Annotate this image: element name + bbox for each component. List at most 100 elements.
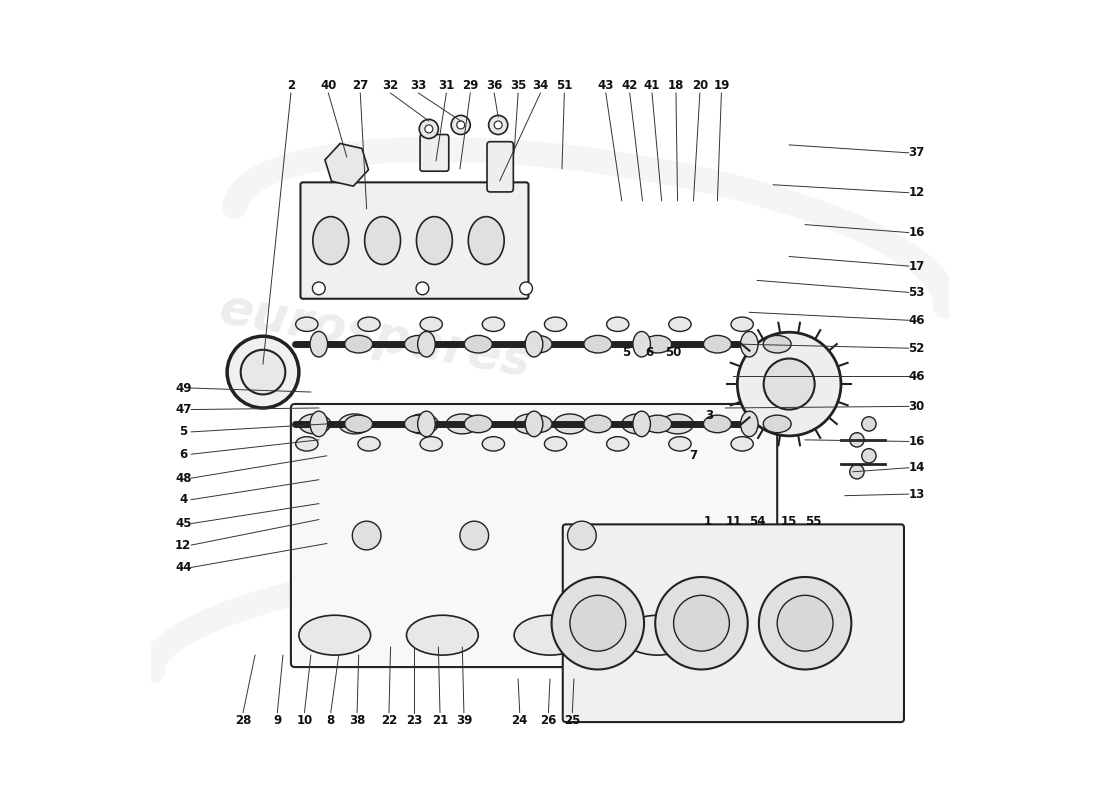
Circle shape [850, 433, 865, 447]
Ellipse shape [606, 317, 629, 331]
Ellipse shape [358, 317, 381, 331]
Text: 54: 54 [749, 514, 766, 528]
Text: 8: 8 [327, 714, 334, 727]
Ellipse shape [514, 615, 586, 655]
Circle shape [425, 125, 432, 133]
Ellipse shape [554, 414, 586, 434]
Ellipse shape [418, 331, 436, 357]
Text: 30: 30 [909, 400, 925, 413]
Ellipse shape [669, 437, 691, 451]
Text: 18: 18 [668, 78, 684, 91]
Ellipse shape [732, 317, 754, 331]
Circle shape [850, 465, 865, 479]
Circle shape [419, 119, 439, 138]
Text: 27: 27 [352, 78, 368, 91]
FancyBboxPatch shape [290, 404, 778, 667]
Ellipse shape [606, 437, 629, 451]
Text: 46: 46 [909, 370, 925, 382]
Ellipse shape [344, 415, 373, 433]
Ellipse shape [310, 331, 328, 357]
Circle shape [494, 121, 503, 129]
Text: 26: 26 [540, 714, 557, 727]
Text: 55: 55 [805, 514, 822, 528]
Text: 6: 6 [646, 346, 653, 358]
Text: 39: 39 [455, 714, 472, 727]
Ellipse shape [669, 317, 691, 331]
Text: 50: 50 [666, 346, 682, 358]
Text: 3: 3 [705, 410, 714, 422]
Text: 31: 31 [438, 78, 454, 91]
Text: 37: 37 [909, 146, 925, 159]
Text: 24: 24 [512, 714, 528, 727]
Text: 6: 6 [179, 448, 187, 461]
Text: eurospares: eurospares [214, 285, 535, 387]
Ellipse shape [310, 411, 328, 437]
Ellipse shape [740, 331, 758, 357]
Ellipse shape [526, 331, 542, 357]
Ellipse shape [524, 335, 552, 353]
Text: 12: 12 [175, 538, 191, 551]
Text: 51: 51 [557, 78, 572, 91]
Text: 35: 35 [510, 78, 526, 91]
Circle shape [778, 595, 833, 651]
Ellipse shape [524, 415, 552, 433]
Ellipse shape [644, 415, 672, 433]
Text: 44: 44 [175, 561, 191, 574]
Ellipse shape [544, 437, 566, 451]
Text: 11: 11 [725, 514, 741, 528]
Text: 38: 38 [349, 714, 365, 727]
Ellipse shape [420, 437, 442, 451]
Ellipse shape [358, 437, 381, 451]
Ellipse shape [482, 437, 505, 451]
Text: 16: 16 [909, 226, 925, 239]
Text: 43: 43 [597, 78, 614, 91]
Ellipse shape [482, 317, 505, 331]
Ellipse shape [405, 335, 432, 353]
Text: 5: 5 [621, 346, 630, 358]
Circle shape [551, 577, 645, 670]
Circle shape [759, 577, 851, 670]
Text: 29: 29 [462, 78, 478, 91]
Text: 32: 32 [383, 78, 398, 91]
Text: 4: 4 [179, 493, 187, 506]
Circle shape [673, 595, 729, 651]
Text: 25: 25 [564, 714, 581, 727]
Ellipse shape [526, 411, 542, 437]
Text: 5: 5 [179, 426, 187, 438]
Ellipse shape [296, 317, 318, 331]
Text: 36: 36 [486, 78, 503, 91]
Text: 42: 42 [621, 78, 638, 91]
Circle shape [737, 332, 842, 436]
Text: 7: 7 [690, 450, 697, 462]
Ellipse shape [469, 217, 504, 265]
Circle shape [861, 417, 876, 431]
Text: eurospares: eurospares [565, 572, 886, 674]
Ellipse shape [364, 217, 400, 265]
Ellipse shape [417, 217, 452, 265]
Ellipse shape [763, 335, 791, 353]
Ellipse shape [407, 414, 439, 434]
Text: 1: 1 [704, 514, 712, 528]
Circle shape [227, 336, 299, 408]
FancyBboxPatch shape [487, 142, 514, 192]
Text: 17: 17 [909, 259, 925, 273]
Text: 46: 46 [909, 314, 925, 326]
Ellipse shape [740, 411, 758, 437]
FancyBboxPatch shape [300, 182, 528, 298]
Ellipse shape [344, 335, 373, 353]
Ellipse shape [339, 414, 371, 434]
Circle shape [352, 521, 381, 550]
Ellipse shape [418, 411, 436, 437]
Ellipse shape [763, 415, 791, 433]
Text: 47: 47 [175, 403, 191, 416]
Ellipse shape [621, 615, 693, 655]
Text: 12: 12 [909, 186, 925, 199]
Ellipse shape [544, 317, 566, 331]
Circle shape [451, 115, 471, 134]
Ellipse shape [407, 615, 478, 655]
Ellipse shape [632, 411, 650, 437]
Text: 28: 28 [235, 714, 251, 727]
Ellipse shape [420, 317, 442, 331]
Text: 53: 53 [909, 286, 925, 299]
Text: 14: 14 [909, 462, 925, 474]
